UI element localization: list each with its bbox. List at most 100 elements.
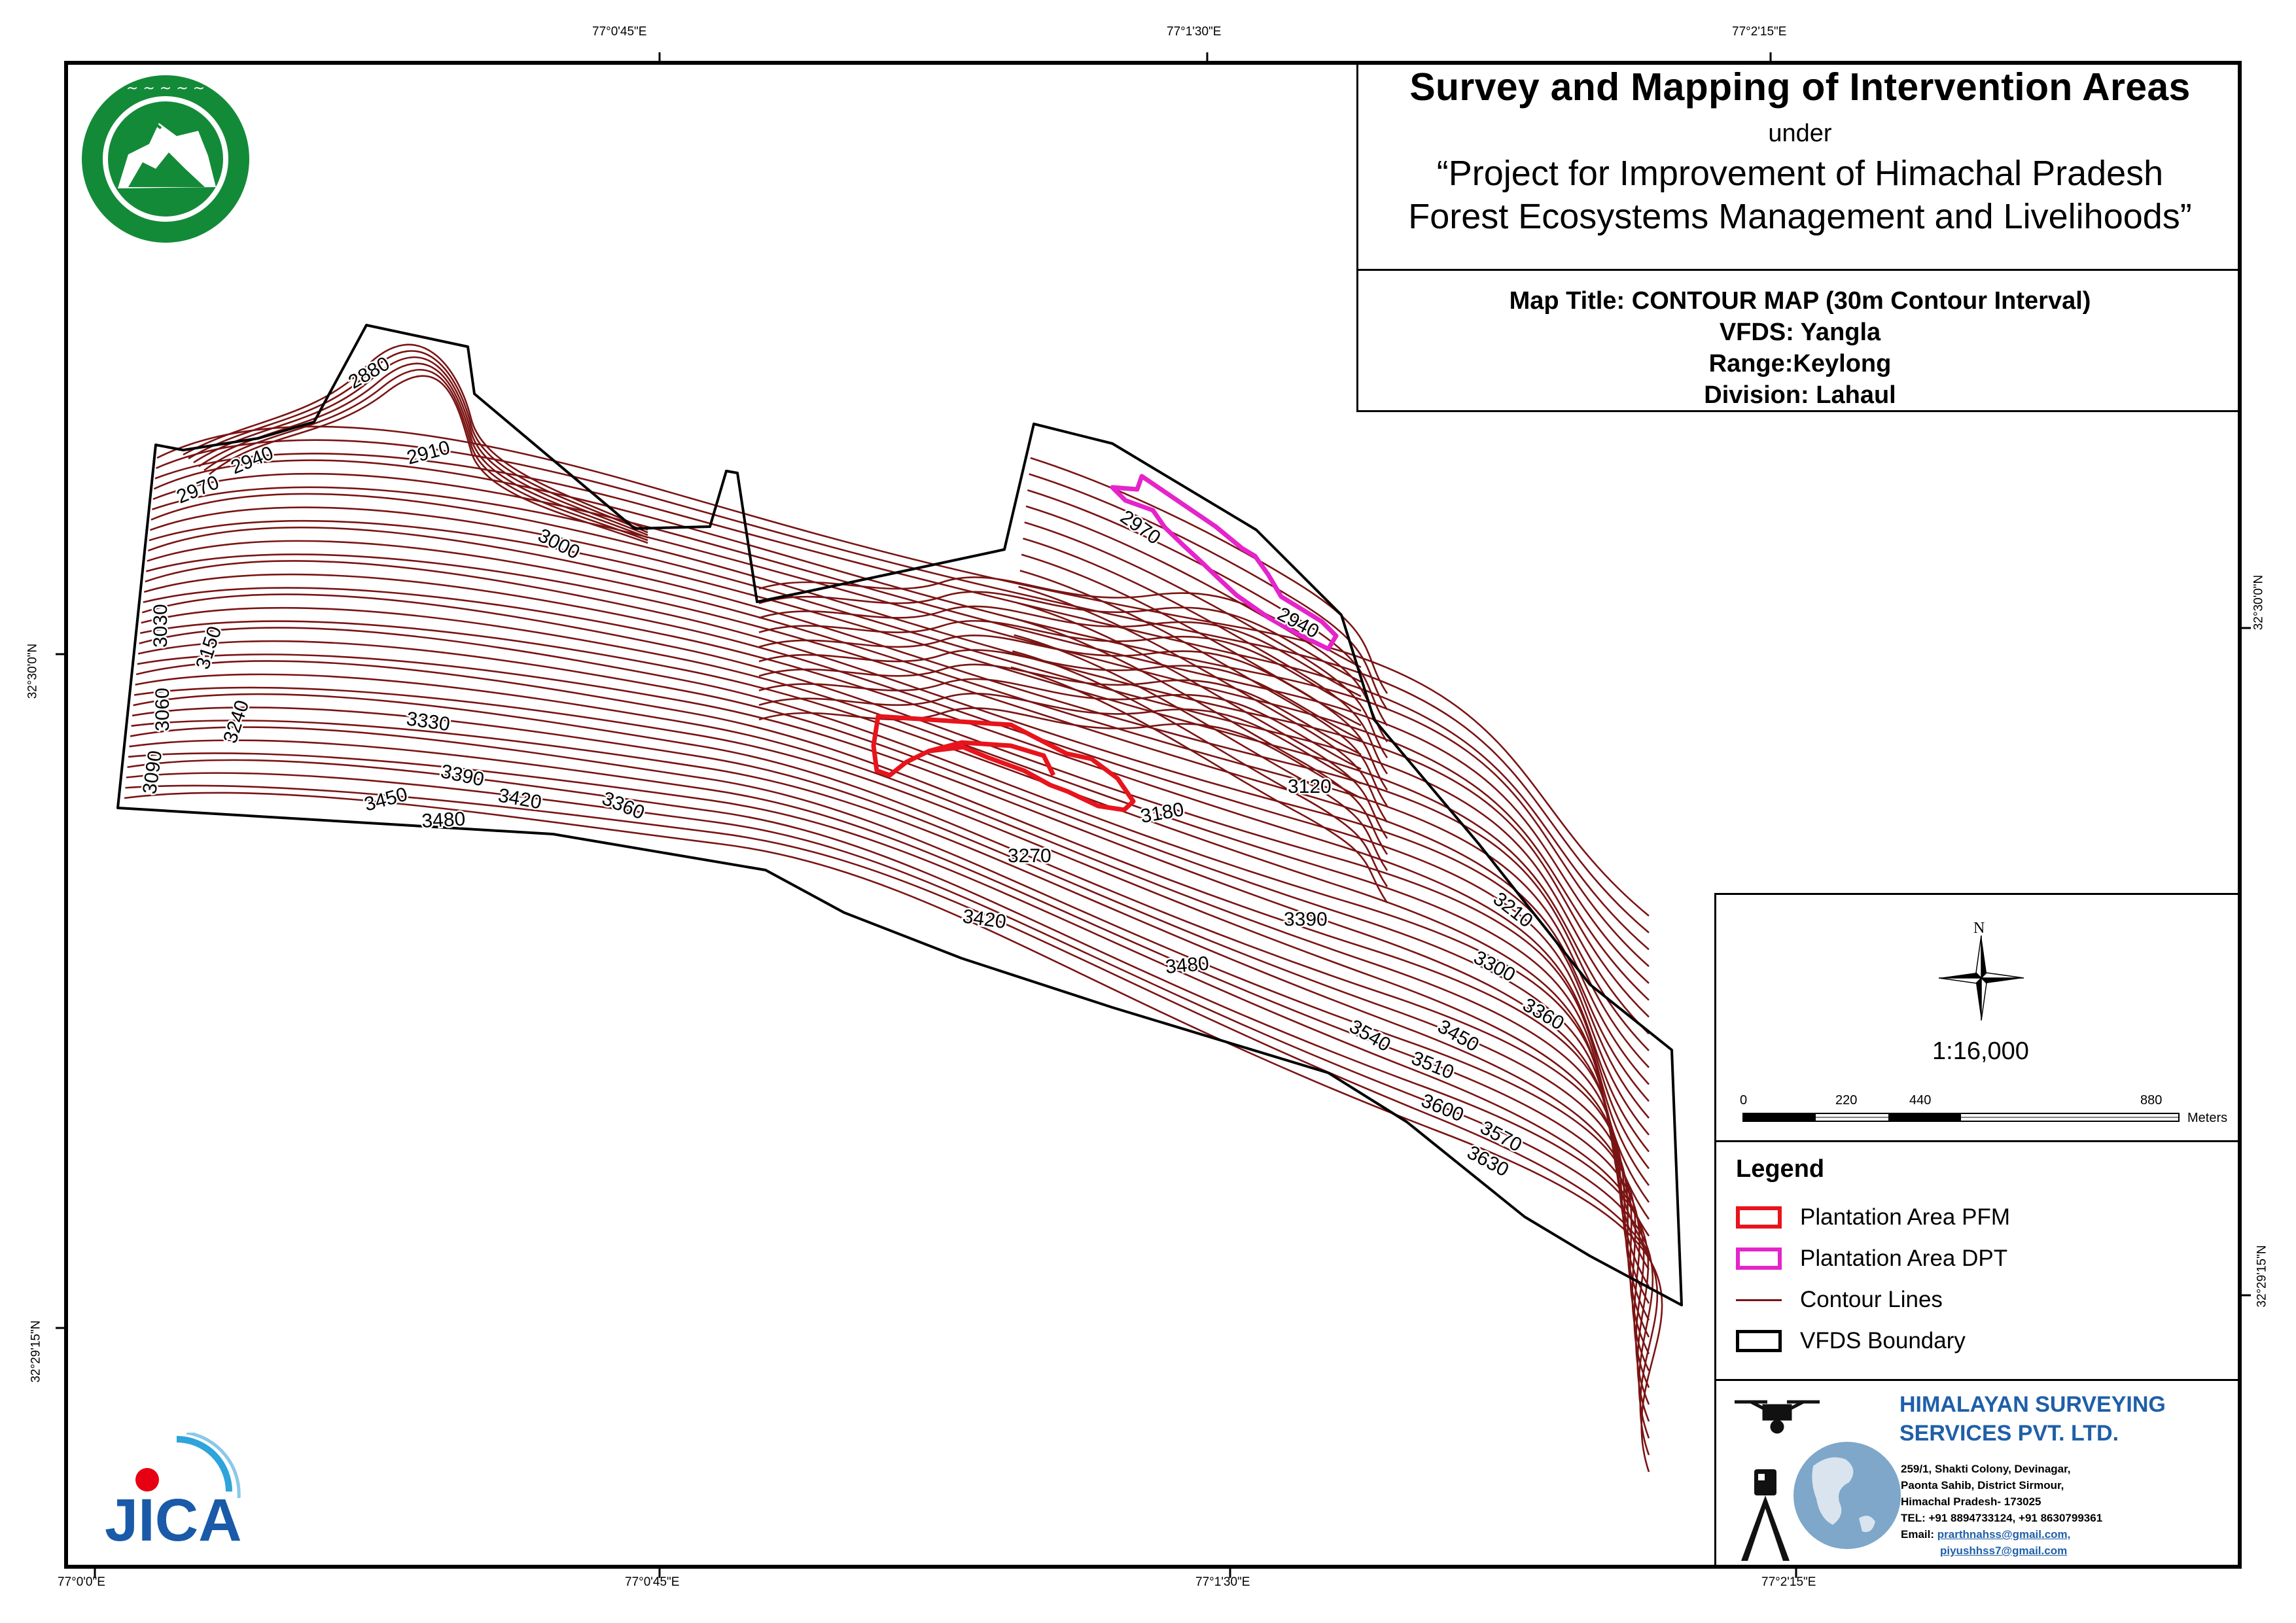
contour-line bbox=[198, 362, 648, 539]
contour-line bbox=[145, 553, 1650, 1102]
contour-line bbox=[137, 654, 1650, 1253]
company-tel: TEL: +91 8894733124, +91 8630799361 bbox=[1901, 1512, 2103, 1524]
title-block: Survey and Mapping of Intervention Areas… bbox=[1356, 61, 2242, 271]
contour-line bbox=[135, 660, 1650, 1270]
contour-line bbox=[149, 519, 1650, 1051]
contour-line bbox=[758, 649, 1362, 741]
company-logo bbox=[1735, 1400, 1901, 1561]
map-title-line: Map Title: CONTOUR MAP (30m Contour Inte… bbox=[1509, 287, 2091, 315]
contour-line bbox=[143, 587, 1650, 1153]
contour-line bbox=[193, 356, 648, 536]
company-address-2: Paonta Sahib, District Sirmour, bbox=[1901, 1479, 2064, 1492]
contour-line bbox=[1018, 585, 1388, 823]
project-title-line1: “Project for Improvement of Himachal Pra… bbox=[1436, 154, 2164, 193]
contour-line bbox=[758, 693, 1362, 784]
plantation-area-pfm bbox=[871, 714, 1136, 812]
contour-line bbox=[124, 792, 1663, 1473]
top-lon-label: 77°1'30"E bbox=[1167, 25, 1222, 39]
contour-line bbox=[141, 606, 1650, 1186]
legend-swatch-contour bbox=[1736, 1299, 1782, 1301]
scale-tick-0: 0 bbox=[1740, 1093, 1748, 1108]
company-name-line1: HIMALAYAN SURVEYING bbox=[1899, 1392, 2166, 1417]
scale-tick-440: 440 bbox=[1909, 1093, 1932, 1108]
top-lon-label: 77°0'45"E bbox=[592, 25, 647, 39]
contour-line bbox=[125, 784, 1659, 1456]
vfds-boundary bbox=[116, 324, 1683, 1306]
map-main-title: Survey and Mapping of Intervention Areas bbox=[1409, 65, 2191, 109]
contour-line bbox=[209, 375, 648, 544]
contour-line bbox=[1016, 602, 1388, 839]
contour-line bbox=[758, 707, 1362, 799]
bottom-lon-label: 77°0'45"E bbox=[625, 1575, 680, 1589]
jica-text: JICA bbox=[105, 1487, 242, 1550]
company-address-3: Himachal Pradesh- 173025 bbox=[1901, 1495, 2041, 1508]
contour-line bbox=[132, 707, 1650, 1338]
company-email-1[interactable]: prarthnahss@gmail.com, bbox=[1937, 1528, 2071, 1541]
contour-line bbox=[154, 453, 1650, 951]
company-email-2[interactable]: piyushhss7@gmail.com bbox=[1940, 1544, 2068, 1557]
jica-logo: JICA bbox=[105, 1433, 242, 1550]
scale-tick-220: 220 bbox=[1835, 1093, 1858, 1108]
map-info-block: Map Title: CONTOUR MAP (30m Contour Inte… bbox=[1356, 271, 2242, 412]
contour-line bbox=[758, 591, 1362, 683]
bottom-lon-label: 77°2'15"E bbox=[1761, 1575, 1816, 1589]
plantation-area-pfm-inner bbox=[928, 740, 1056, 777]
contour-line bbox=[1027, 489, 1388, 726]
legend-item-dpt: Plantation Area DPT bbox=[1736, 1246, 2007, 1272]
contour-line bbox=[1024, 521, 1388, 759]
north-arrow-icon bbox=[1939, 935, 2024, 1021]
total-station-icon bbox=[1741, 1469, 1790, 1561]
contour-line bbox=[1019, 570, 1388, 807]
scale-ratio: 1:16,000 bbox=[1932, 1038, 2029, 1065]
legend-swatch-dpt bbox=[1736, 1248, 1782, 1270]
title-under: under bbox=[1768, 120, 1832, 147]
contour-line bbox=[139, 627, 1650, 1220]
drone-icon bbox=[1735, 1400, 1820, 1434]
contour-line bbox=[156, 425, 1650, 917]
contour-line bbox=[758, 620, 1362, 712]
contour-line bbox=[133, 693, 1650, 1321]
scale-unit: Meters bbox=[2187, 1111, 2228, 1125]
svg-text:~ ~ ~ ~ ~: ~ ~ ~ ~ ~ bbox=[126, 80, 205, 97]
north-label: N bbox=[1973, 920, 1985, 937]
contour-line bbox=[188, 350, 648, 534]
company-address-1: 259/1, Shakti Colony, Devinagar, bbox=[1901, 1463, 2071, 1475]
vfds-line: VFDS: Yangla bbox=[1719, 319, 1881, 346]
top-lon-label: 77°2'15"E bbox=[1732, 25, 1787, 39]
contour-line bbox=[758, 635, 1362, 727]
legend-label: Plantation Area DPT bbox=[1800, 1246, 2008, 1271]
contour-line bbox=[147, 540, 1650, 1085]
contour-line bbox=[135, 673, 1650, 1287]
contour-line bbox=[183, 343, 648, 531]
project-title-line2: Forest Ecosystems Management and Livelih… bbox=[1408, 197, 2192, 236]
scale-bar bbox=[1742, 1113, 2180, 1122]
company-email-row: Email: prarthnahss@gmail.com, bbox=[1901, 1526, 2102, 1543]
contour-line bbox=[130, 726, 1650, 1372]
contour-line bbox=[151, 486, 1650, 1001]
contour-lines bbox=[124, 343, 1663, 1473]
legend: Legend Plantation Area PFM Plantation Ar… bbox=[1714, 1140, 2242, 1379]
company-email-label: Email: bbox=[1901, 1528, 1935, 1541]
contour-line bbox=[139, 620, 1650, 1203]
range-line: Range:Keylong bbox=[1708, 350, 1892, 377]
contour-line bbox=[150, 493, 1650, 1018]
contour-line bbox=[758, 605, 1362, 697]
contour-line bbox=[128, 752, 1650, 1405]
scale-tick-880: 880 bbox=[2140, 1093, 2163, 1108]
project-title: “Project for Improvement of Himachal Pra… bbox=[1358, 152, 2242, 238]
legend-label: Contour Lines bbox=[1800, 1287, 1943, 1312]
legend-label: Plantation Area PFM bbox=[1800, 1204, 2010, 1230]
bottom-lon-label: 77°1'30"E bbox=[1195, 1575, 1250, 1589]
contour-line bbox=[145, 560, 1650, 1119]
contour-line bbox=[149, 506, 1650, 1035]
contour-line bbox=[155, 439, 1650, 934]
contour-line bbox=[152, 472, 1650, 984]
contour-line bbox=[1030, 457, 1388, 694]
contour-line bbox=[758, 663, 1362, 756]
company-address: 259/1, Shakti Colony, Devinagar, Paonta … bbox=[1901, 1461, 2102, 1559]
contour-line bbox=[203, 369, 648, 542]
contour-line bbox=[131, 720, 1650, 1355]
legend-item-contour: Contour Lines bbox=[1736, 1287, 1943, 1313]
legend-label: VFDS Boundary bbox=[1800, 1328, 1966, 1353]
